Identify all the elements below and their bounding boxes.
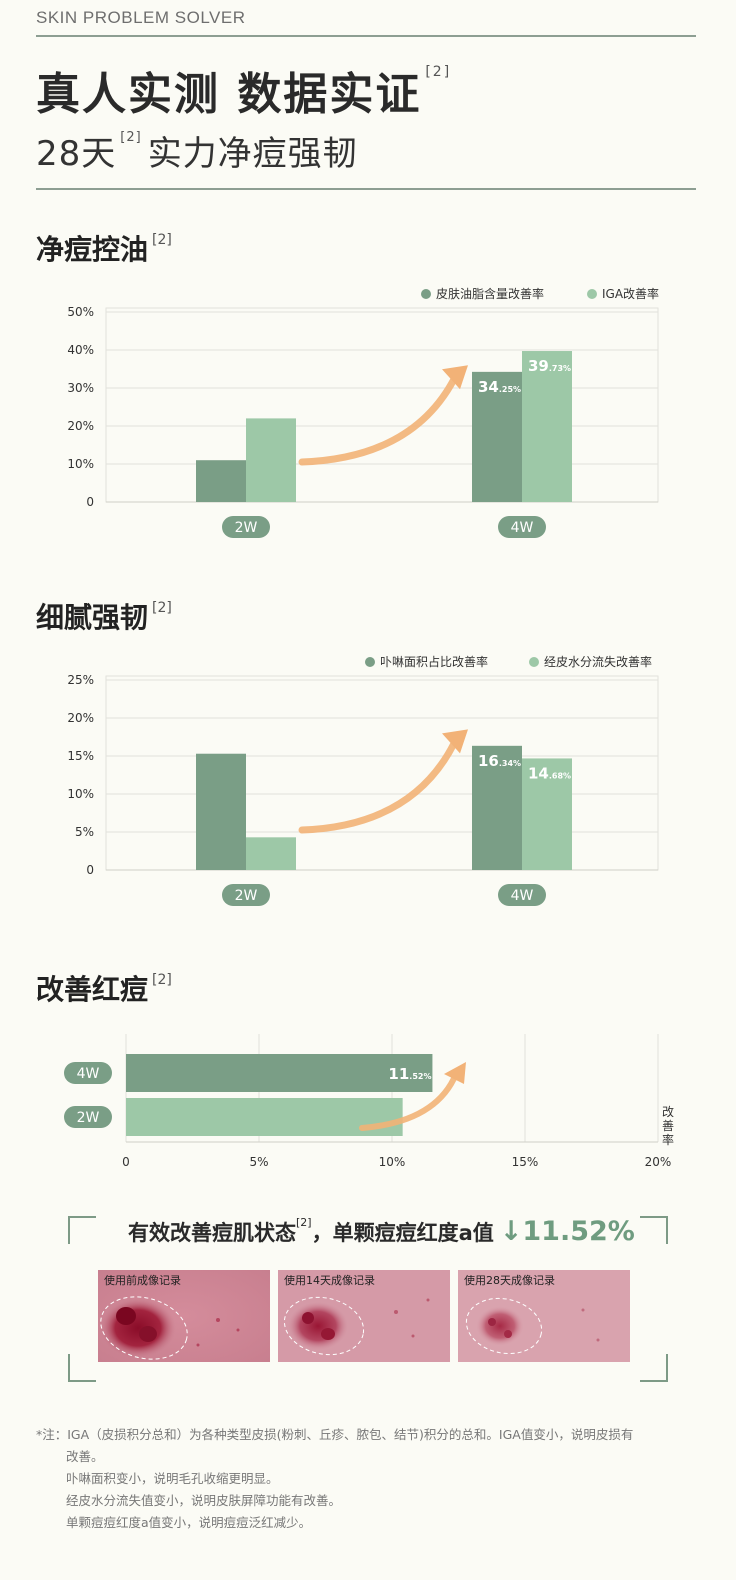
bar <box>472 745 522 870</box>
legend-swatch <box>529 657 539 667</box>
category-pill <box>64 1106 112 1128</box>
y-tick-label: 40% <box>67 343 94 357</box>
legend-swatch <box>421 289 431 299</box>
y-tick-label: 20% <box>67 711 94 725</box>
bar <box>196 460 246 502</box>
redness-chart: 0 5% 10% 15% 20% 4W 11.52% 2W 改善率 <box>64 1034 674 1169</box>
y-tick-label: 10% <box>67 457 94 471</box>
oil-control-chart: 皮肤油脂含量改善率 IGA改善率 0 10% 20% 30% 40% 50% 2W 34.25% 3… <box>67 286 659 538</box>
y-tick-label: 25% <box>67 673 94 687</box>
y-tick-label: 30% <box>67 381 94 395</box>
axis-label-char: 改 <box>662 1105 674 1119</box>
bracket-top-left <box>68 1216 96 1244</box>
x-tick-label: 0 <box>122 1155 130 1169</box>
x-tick-label: 20% <box>645 1155 672 1169</box>
bar <box>196 753 246 870</box>
brand-name: SKIN PROBLEM SOLVER <box>36 8 246 27</box>
page-subheadline: 28天 [2] 实力净痘强韧 <box>36 130 358 174</box>
trend-arrow <box>298 375 458 466</box>
legend-label: 经皮水分流失改善率 <box>544 654 652 669</box>
bracket-bottom-right <box>640 1354 668 1382</box>
header-divider <box>36 188 696 190</box>
y-tick-label: 10% <box>67 787 94 801</box>
bar <box>246 418 296 502</box>
category-label: 2W <box>77 1110 100 1126</box>
section-title-smooth-strong: 细腻强韧 [2] <box>36 600 172 634</box>
skin-photo-day28 <box>458 1270 630 1362</box>
x-tick-label: 5% <box>249 1155 268 1169</box>
bar <box>126 1054 433 1092</box>
data-label: 16.34% <box>478 752 521 770</box>
skin-photo-before <box>98 1270 270 1362</box>
y-tick-label: 15% <box>67 749 94 763</box>
page-headline: 真人实测 数据实证 [2] <box>36 64 452 120</box>
legend-label: 卟啉面积占比改善率 <box>380 654 488 669</box>
photo-label-day28: 使用28天成像记录 <box>464 1274 555 1287</box>
summary-headline: 有效改善痘肌状态[2]，单颗痘痘红度a值 ↓11.52% <box>128 1216 635 1247</box>
category-pill <box>222 884 270 906</box>
trend-arrow-head <box>442 365 468 390</box>
legend-label: IGA改善率 <box>602 286 659 301</box>
note-line: 卟啉面积变小，说明毛孔收缩更明显。 <box>66 1471 279 1486</box>
trend-arrow-head <box>444 1062 466 1084</box>
category-label: 4W <box>511 888 534 904</box>
category-label: 4W <box>77 1066 100 1082</box>
x-tick-label: 10% <box>379 1155 406 1169</box>
legend-label: 皮肤油脂含量改善率 <box>436 286 544 301</box>
note-line: 经皮水分流失值变小，说明皮肤屏障功能有改善。 <box>66 1493 342 1508</box>
bar <box>522 758 572 870</box>
y-tick-label: 50% <box>67 305 94 319</box>
bar <box>126 1098 403 1136</box>
category-pill <box>498 884 546 906</box>
top-divider <box>36 35 696 37</box>
photo-day28: 使用28天成像记录 <box>458 1270 630 1362</box>
note-line: 单颗痘痘红度a值变小，说明痘痘泛红减少。 <box>66 1515 312 1530</box>
skin-photo-day14 <box>278 1270 450 1362</box>
trend-arrow-head <box>442 729 468 754</box>
axis-label-char: 善 <box>662 1118 674 1133</box>
note-line: 改善。 <box>66 1449 104 1464</box>
trend-arrow <box>359 1071 459 1131</box>
legend-swatch <box>587 289 597 299</box>
trend-arrow <box>298 739 458 834</box>
footnotes: *注：IGA（皮损积分总和）为各种类型皮损(粉刺、丘疹、脓包、结节)积分的总和。… <box>36 1424 696 1534</box>
category-label: 2W <box>235 520 258 536</box>
legend-swatch <box>365 657 375 667</box>
photo-label-before: 使用前成像记录 <box>104 1274 181 1287</box>
y-tick-label: 20% <box>67 419 94 433</box>
category-pill <box>222 516 270 538</box>
photo-label-day14: 使用14天成像记录 <box>284 1274 375 1287</box>
category-label: 2W <box>235 888 258 904</box>
data-label: 14.68% <box>528 764 571 782</box>
data-label: 39.73% <box>528 357 571 375</box>
section-title-redness: 改善红痘 [2] <box>36 972 172 1006</box>
bracket-bottom-left <box>68 1354 96 1382</box>
x-tick-label: 15% <box>512 1155 539 1169</box>
note-line: *注：IGA（皮损积分总和）为各种类型皮损(粉刺、丘疹、脓包、结节)积分的总和。… <box>36 1427 634 1442</box>
y-tick-label: 0 <box>86 863 94 877</box>
photo-before: 使用前成像记录 <box>98 1270 270 1362</box>
bar <box>472 371 522 502</box>
bar <box>522 351 572 502</box>
data-label: 11.52% <box>388 1065 431 1083</box>
category-pill <box>498 516 546 538</box>
bracket-top-right <box>640 1216 668 1244</box>
y-tick-label: 5% <box>75 825 94 839</box>
axis-label-char: 率 <box>662 1132 674 1147</box>
data-label: 34.25% <box>478 378 521 396</box>
photo-day14: 使用14天成像记录 <box>278 1270 450 1362</box>
smooth-strong-chart: 卟啉面积占比改善率 经皮水分流失改善率 0 5% 10% 15% 20% 25% 2W 16.34… <box>67 654 659 906</box>
y-tick-label: 0 <box>86 495 94 509</box>
bar <box>246 837 296 870</box>
plot-frame <box>105 307 659 503</box>
category-pill <box>64 1062 112 1084</box>
category-label: 4W <box>511 520 534 536</box>
section-title-oil-control: 净痘控油 [2] <box>36 232 172 266</box>
plot-frame <box>105 675 659 871</box>
